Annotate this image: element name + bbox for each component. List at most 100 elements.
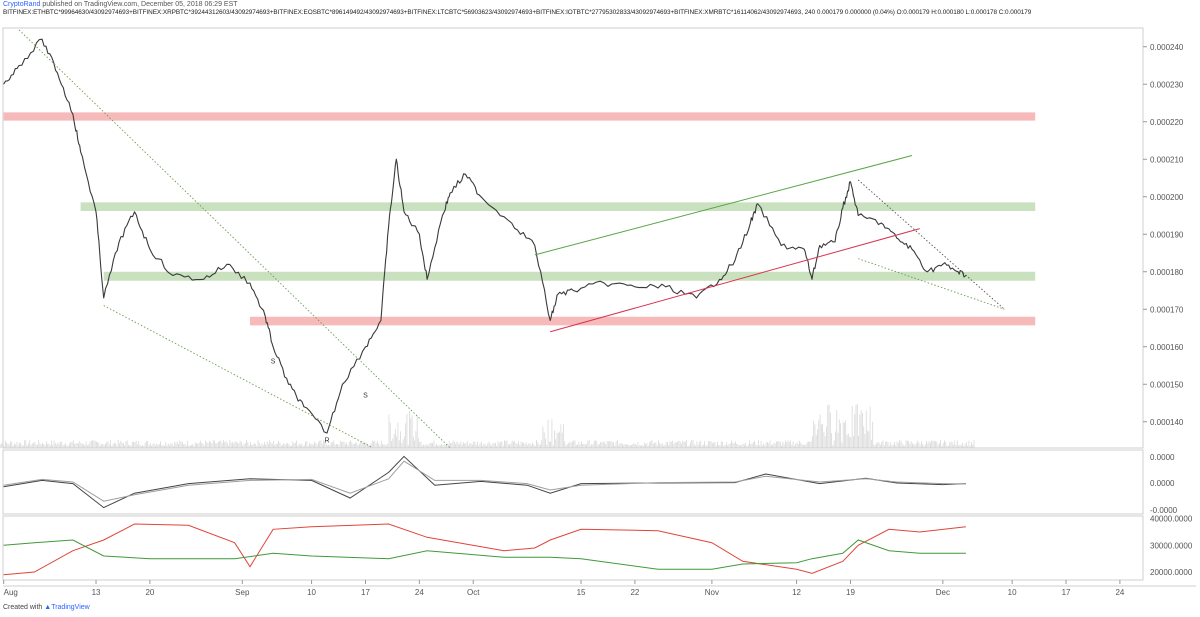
volume-bar [524, 443, 526, 448]
volume-bar [944, 440, 945, 448]
volume-bar [121, 442, 123, 448]
volume-bar [814, 424, 816, 448]
volume-bar [711, 443, 713, 448]
volume-bar [89, 441, 91, 448]
volume-bar [883, 445, 885, 448]
volume-bar [92, 440, 93, 448]
volume-bar [22, 445, 24, 448]
volume-bar [953, 444, 954, 448]
volume-bar [514, 440, 516, 448]
volume-bar [941, 445, 943, 448]
volume-bar [624, 443, 626, 448]
volume-bar [58, 443, 60, 448]
volume-bar [855, 404, 857, 448]
volume-bar [610, 441, 612, 448]
volume-bar [321, 443, 323, 448]
volume-bar [924, 444, 926, 448]
volume-bar [392, 438, 394, 448]
volume-bar [385, 445, 387, 448]
volume-bar [677, 441, 679, 448]
volume-bar [656, 445, 658, 448]
volume-bar [328, 444, 330, 448]
x-tick-label: 17 [1062, 588, 1071, 597]
volume-bar [239, 440, 241, 448]
volume-bar [658, 440, 659, 448]
volume-bar [702, 444, 704, 448]
author-link[interactable]: CryptoRand [3, 1, 41, 8]
volume-bar [16, 441, 18, 448]
volume-bar [411, 415, 413, 448]
volume-bar [577, 444, 578, 448]
volume-bar [344, 444, 346, 448]
volume-bar [706, 445, 708, 448]
x-tick-label: Nov [705, 588, 719, 597]
volume-bar [641, 445, 643, 448]
volume-bar [532, 442, 534, 448]
volume-bar [21, 444, 23, 448]
volume-bar [113, 442, 115, 448]
volume-bar [931, 440, 933, 448]
volume-bar [584, 444, 586, 448]
oscillator-layer [3, 455, 966, 509]
volume-bar [755, 444, 757, 448]
volume-bar [813, 420, 815, 448]
volume-bar [450, 443, 451, 448]
volume-bar [176, 441, 178, 448]
volume-bar [314, 441, 315, 448]
volume-bar [609, 440, 611, 448]
volume-bar [142, 445, 144, 448]
oscillator-pane-frame [2, 449, 1144, 515]
volume-bar [332, 442, 333, 448]
volume-bar [541, 440, 543, 448]
volume-bar [802, 445, 804, 448]
trendline-dotted-5 [858, 258, 1005, 310]
volume-bar [491, 445, 493, 448]
volume-bar [823, 432, 825, 448]
volume-bar [274, 444, 276, 448]
volume-bar [400, 431, 401, 448]
volume-bar [255, 444, 256, 448]
volume-bar [960, 445, 962, 448]
volume-bar [629, 445, 631, 448]
volume-bar [874, 445, 876, 448]
volume-bar [645, 444, 646, 448]
volume-bar [520, 441, 522, 448]
volume-bar [79, 440, 81, 448]
annotations-layer: S R S [271, 359, 368, 445]
volume-bar [148, 445, 150, 448]
volume-bar [34, 441, 36, 448]
volume-bar [693, 444, 695, 448]
volume-bar [135, 440, 137, 448]
volume-bar [253, 442, 255, 448]
volume-bar [768, 443, 770, 448]
volume-bar [795, 443, 797, 448]
footer-brand[interactable]: TradingView [51, 604, 90, 611]
volume-bar [732, 442, 734, 448]
volume-bar [294, 442, 296, 448]
trendline-solid-3 [550, 228, 920, 333]
volume-bar [115, 443, 117, 448]
volume-bar [864, 433, 866, 448]
volume-bar [578, 441, 580, 448]
volume-bar [252, 444, 254, 448]
volume-bar [297, 445, 299, 448]
volume-bar [560, 424, 562, 448]
volume-bar [434, 445, 436, 448]
trendline-dotted-4 [857, 179, 1005, 310]
volume-bar [737, 444, 739, 448]
volume-bar [913, 444, 915, 448]
volatility-series-0 [3, 523, 966, 576]
volume-bar [439, 445, 441, 448]
volume-bar [126, 440, 128, 448]
volume-bar [330, 441, 332, 448]
volume-bar [122, 443, 124, 448]
zones-layer [3, 112, 1036, 326]
volume-bar [101, 444, 102, 448]
volume-bar [229, 440, 231, 448]
volume-bar [903, 445, 904, 448]
volume-bar [443, 444, 445, 448]
volume-bar [98, 442, 100, 448]
volume-bar [819, 414, 821, 448]
volume-bar [383, 444, 385, 448]
